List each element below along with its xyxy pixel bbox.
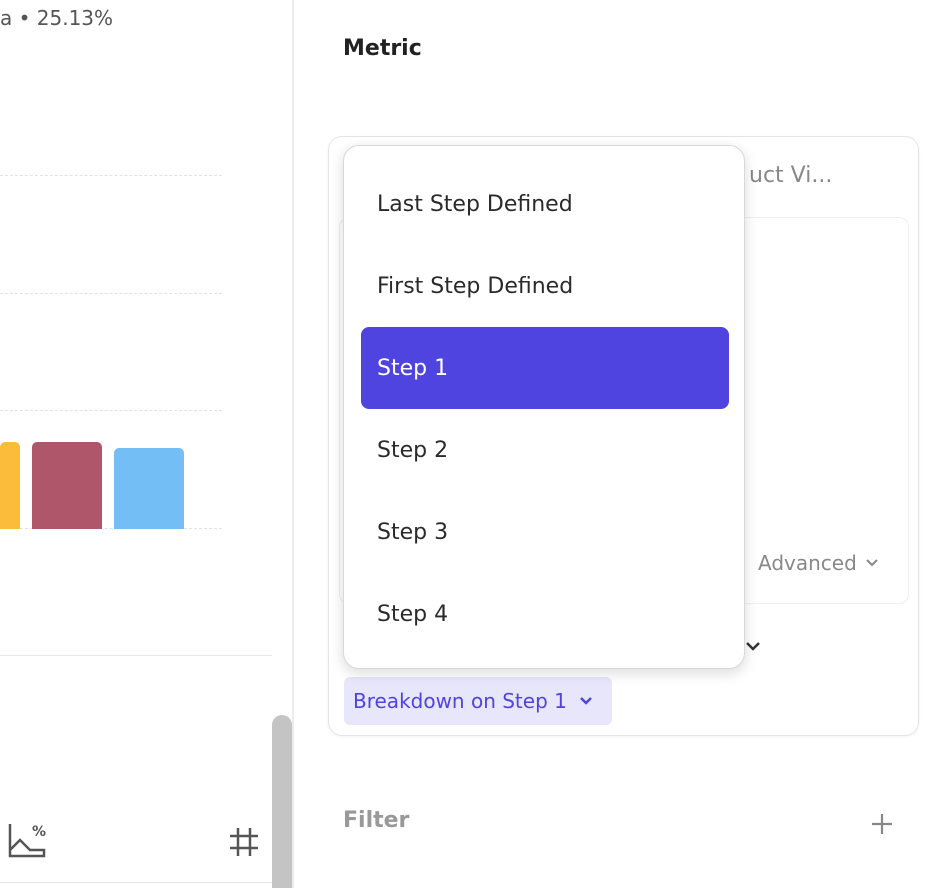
chevron-down-icon: [579, 697, 592, 705]
divider: [0, 655, 272, 656]
dropdown-item[interactable]: First Step Defined: [377, 273, 574, 299]
dropdown-item[interactable]: Step 2: [377, 437, 449, 463]
gridline: [0, 528, 222, 529]
dropdown-item[interactable]: Step 1: [361, 327, 729, 409]
chart-bar[interactable]: [0, 441, 20, 529]
chart-summary: a • 25.13%: [0, 6, 114, 30]
chart-percent-icon[interactable]: %: [8, 822, 46, 860]
step-dropdown-menu: Last Step Defined First Step Defined Step …: [343, 145, 745, 669]
hash-icon[interactable]: [228, 826, 260, 858]
dropdown-item[interactable]: Last Step Defined: [377, 191, 573, 217]
chart-bar[interactable]: [114, 447, 184, 529]
scrollbar[interactable]: [272, 715, 292, 888]
chart-bar[interactable]: [32, 441, 102, 529]
gridline: [0, 175, 222, 176]
dropdown-item[interactable]: Step 3: [377, 519, 449, 545]
panel-divider: [292, 0, 294, 888]
metric-title: Metric: [343, 36, 422, 61]
filter-label: Filter: [343, 808, 410, 833]
svg-text:%: %: [32, 824, 46, 840]
advanced-label: Advanced: [758, 551, 857, 575]
breakdown-label: Breakdown on Step 1: [353, 689, 567, 713]
breakdown-button[interactable]: Breakdown on Step 1: [344, 677, 612, 725]
divider: [0, 882, 272, 883]
chevron-down-icon: [866, 559, 878, 567]
advanced-button[interactable]: Advanced: [758, 551, 879, 575]
step-name[interactable]: uct Vi...: [749, 163, 833, 188]
chevron-down-icon[interactable]: [745, 641, 761, 653]
dropdown-item[interactable]: Step 4: [377, 601, 449, 627]
gridline: [0, 410, 222, 411]
add-filter-icon[interactable]: [870, 812, 894, 836]
gridline: [0, 293, 222, 294]
